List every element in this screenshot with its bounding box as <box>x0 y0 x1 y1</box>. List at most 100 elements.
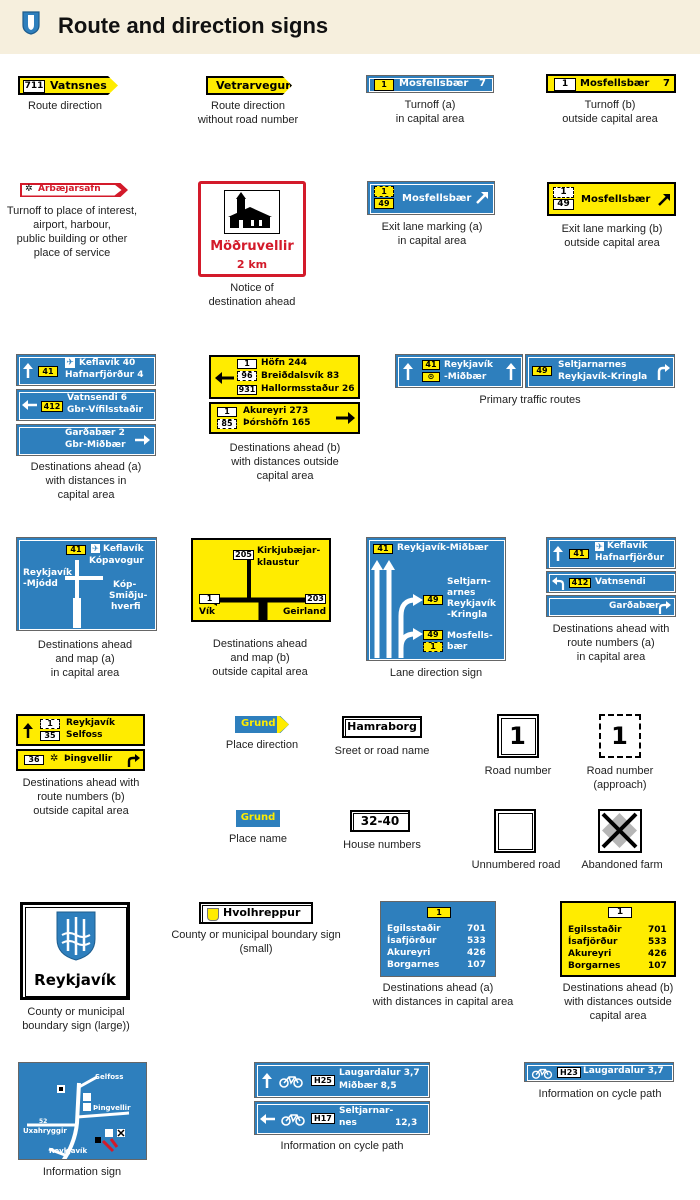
arrow-turn-right-icon <box>657 364 670 380</box>
road-number-sign: 1 <box>497 714 539 758</box>
road-number-badge: 203 <box>305 594 326 604</box>
destination-label: Keflavík <box>607 541 648 551</box>
arrow-up-icon <box>506 363 516 380</box>
shield-icon <box>22 11 40 35</box>
route-numbers-b-sign: 36 ✲ Þingvellir <box>16 749 145 771</box>
destination-label: Hallormsstaður 26 <box>261 384 355 394</box>
destination-label: Hafnarfjörður 4 <box>65 370 144 380</box>
road-number-badge: 711 <box>23 80 45 93</box>
caption: County or municipal <box>27 1006 125 1018</box>
bicycle-icon <box>531 1068 553 1079</box>
road-number-approach-sign: 1 <box>599 714 641 758</box>
cycle-path-sign: H25 Laugardalur 3,7 Miðbær 8,5 <box>254 1062 430 1098</box>
destination-label: Gbr-Vífilsstaðir <box>67 405 143 415</box>
caption: Abandoned farm <box>581 859 663 871</box>
destination-label: Miðbær 8,5 <box>339 1081 397 1091</box>
route-numbers-a-sign: Garðabær <box>546 595 676 617</box>
arrow-left-icon <box>22 400 37 410</box>
route-numbers-a-sign: 412 Vatnsendi <box>546 571 676 593</box>
place-label: Mosfellsbær <box>399 78 469 89</box>
destination-label: Vík <box>199 607 216 617</box>
caption: (approach) <box>593 779 647 791</box>
place-label: Vatnsnes <box>50 79 107 92</box>
caption: outside capital area <box>562 113 658 125</box>
destination-label: Smiðju- <box>109 591 148 601</box>
caption: Sreet or road name <box>334 745 430 757</box>
route-direction-sign: 711 Vatnsnes <box>18 76 118 95</box>
caption: with distances in capital area <box>372 996 514 1008</box>
snowflake-icon: ✲ <box>50 753 59 764</box>
road-number-badge: 205 <box>233 550 254 560</box>
destination-label: Kópavogur <box>89 556 144 566</box>
distance-label: 701 <box>648 925 667 935</box>
information-sign: Selfoss Þingvellir 52 Uxahryggir Reykjav… <box>18 1062 147 1160</box>
house-numbers-label: 32-40 <box>360 814 400 828</box>
road-number-badge: 1 <box>40 719 60 729</box>
caption: and map (b) <box>230 652 290 664</box>
destinations-ahead-b-sign: 1 96 931 Höfn 244 Breiðdalsvík 83 Hallor… <box>209 355 360 399</box>
caption: route numbers (b) <box>37 791 125 803</box>
route-code-badge: H23 <box>557 1067 581 1078</box>
caption: Turnoff (a) <box>404 99 456 111</box>
destination-label: Egilsstaðir <box>568 925 622 935</box>
destinations-ahead-a-sign: 41 ✈ Keflavík 40 Hafnarfjörður 4 <box>16 354 156 386</box>
church-icon <box>224 190 280 234</box>
caption: in capital area <box>395 113 465 125</box>
place-label: Árbæjarsafn <box>38 184 101 194</box>
primary-route-sign: 41 ⊙ Reykjavík -Miðbær <box>395 354 523 388</box>
distance-label: 426 <box>467 948 486 958</box>
road-number-badge: 1 <box>237 359 257 369</box>
caption: Primary traffic routes <box>479 394 581 406</box>
arrow-up-icon <box>23 723 33 738</box>
arrow-turn-right-icon <box>127 754 140 767</box>
map-b-sign: 205 Kirkjubæjar- klaustur 1 Vík 203 Geir… <box>191 538 331 622</box>
destination-label: -Mjódd <box>23 579 58 589</box>
destination-label: Borgarnes <box>568 961 621 971</box>
distance-label: 12,3 <box>395 1118 418 1128</box>
distance-label: 533 <box>467 936 486 946</box>
destination-label: Reykjavík <box>66 718 115 728</box>
arrow-up-icon <box>403 363 413 380</box>
caption: in capital area <box>50 667 120 679</box>
destination-label: Seltjarnar- <box>339 1106 394 1116</box>
bicycle-icon <box>281 1114 305 1126</box>
street-label: Hamraborg <box>347 720 417 733</box>
road-number-badge: 931 <box>237 385 257 395</box>
destination-label: Reykjavík-Kringla <box>558 372 648 382</box>
distance-label: 107 <box>648 961 667 971</box>
destination-label: Ísafjörður <box>387 936 437 946</box>
distance-label: 426 <box>648 949 667 959</box>
road-number-label: 1 <box>611 722 628 750</box>
road-number-badge: 36 <box>24 755 44 765</box>
destination-label: Selfoss <box>95 1073 124 1081</box>
arrow-right-icon <box>336 412 355 424</box>
arrow-left-icon <box>260 1114 275 1124</box>
destination-label: Akureyri <box>568 949 612 959</box>
caption: Destinations ahead <box>212 638 308 650</box>
county-boundary-large-sign: Reykjavík <box>20 902 130 1000</box>
page-header: Route and direction signs <box>0 0 700 54</box>
place-of-interest-sign: ✲ Árbæjarsafn <box>20 183 128 197</box>
road-number-badge: 1 <box>423 642 443 652</box>
destination-label: Geirland <box>283 607 327 617</box>
destination-label: Hafnarfjörður <box>595 553 665 563</box>
lane-direction-sign: 41 Reykjavík-Miðbær 49 Seltjarn- arnes R… <box>366 537 506 661</box>
destination-label: Þórshöfn 165 <box>243 418 311 428</box>
place-label: Grund <box>241 718 276 729</box>
destination-label: Reykjavík <box>444 360 493 370</box>
road-number-badge: 49 <box>532 366 552 376</box>
road-number-badge: 1 <box>554 78 576 91</box>
county-label: Reykjavík <box>34 971 116 989</box>
caption: capital area <box>57 489 115 501</box>
arrow-up-icon <box>553 546 563 561</box>
caption: Destinations ahead (a) <box>382 982 494 994</box>
road-number-badge: 1 <box>374 186 394 197</box>
destination-label: Laugardalur 3,7 <box>339 1068 420 1078</box>
destination-label: Vatnsendi 6 <box>67 393 128 403</box>
caption: Destinations ahead (a) <box>30 461 142 473</box>
destination-label: klaustur <box>257 558 300 568</box>
caption: Exit lane marking (a) <box>381 221 483 233</box>
road-number-label: 1 <box>509 722 526 750</box>
caption: Information on cycle path <box>538 1088 662 1100</box>
road-number-badge: 1 <box>608 907 632 918</box>
